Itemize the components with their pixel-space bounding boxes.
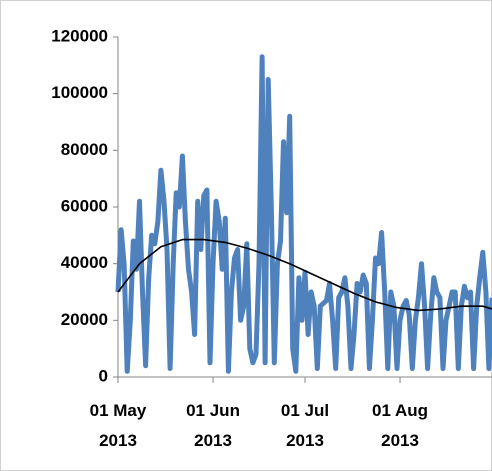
trend-line (117, 238, 492, 312)
y-tick-label: 100000 (51, 83, 108, 102)
y-tick-label: 0 (99, 366, 108, 385)
x-tick-label: 01 Aug 2013 (372, 401, 429, 450)
data-line (115, 54, 492, 374)
x-tick-label: 01 Jul 2013 (280, 401, 330, 450)
y-tick-label: 80000 (61, 140, 108, 159)
y-tick-label: 60000 (61, 196, 108, 215)
x-tick-label: 01 May 2013 (89, 401, 147, 450)
y-tick-label: 120000 (51, 26, 108, 45)
x-tick-label: 01 Jun 2013 (186, 401, 240, 450)
y-tick-label: 20000 (61, 310, 108, 329)
y-tick-label: 40000 (61, 253, 108, 272)
